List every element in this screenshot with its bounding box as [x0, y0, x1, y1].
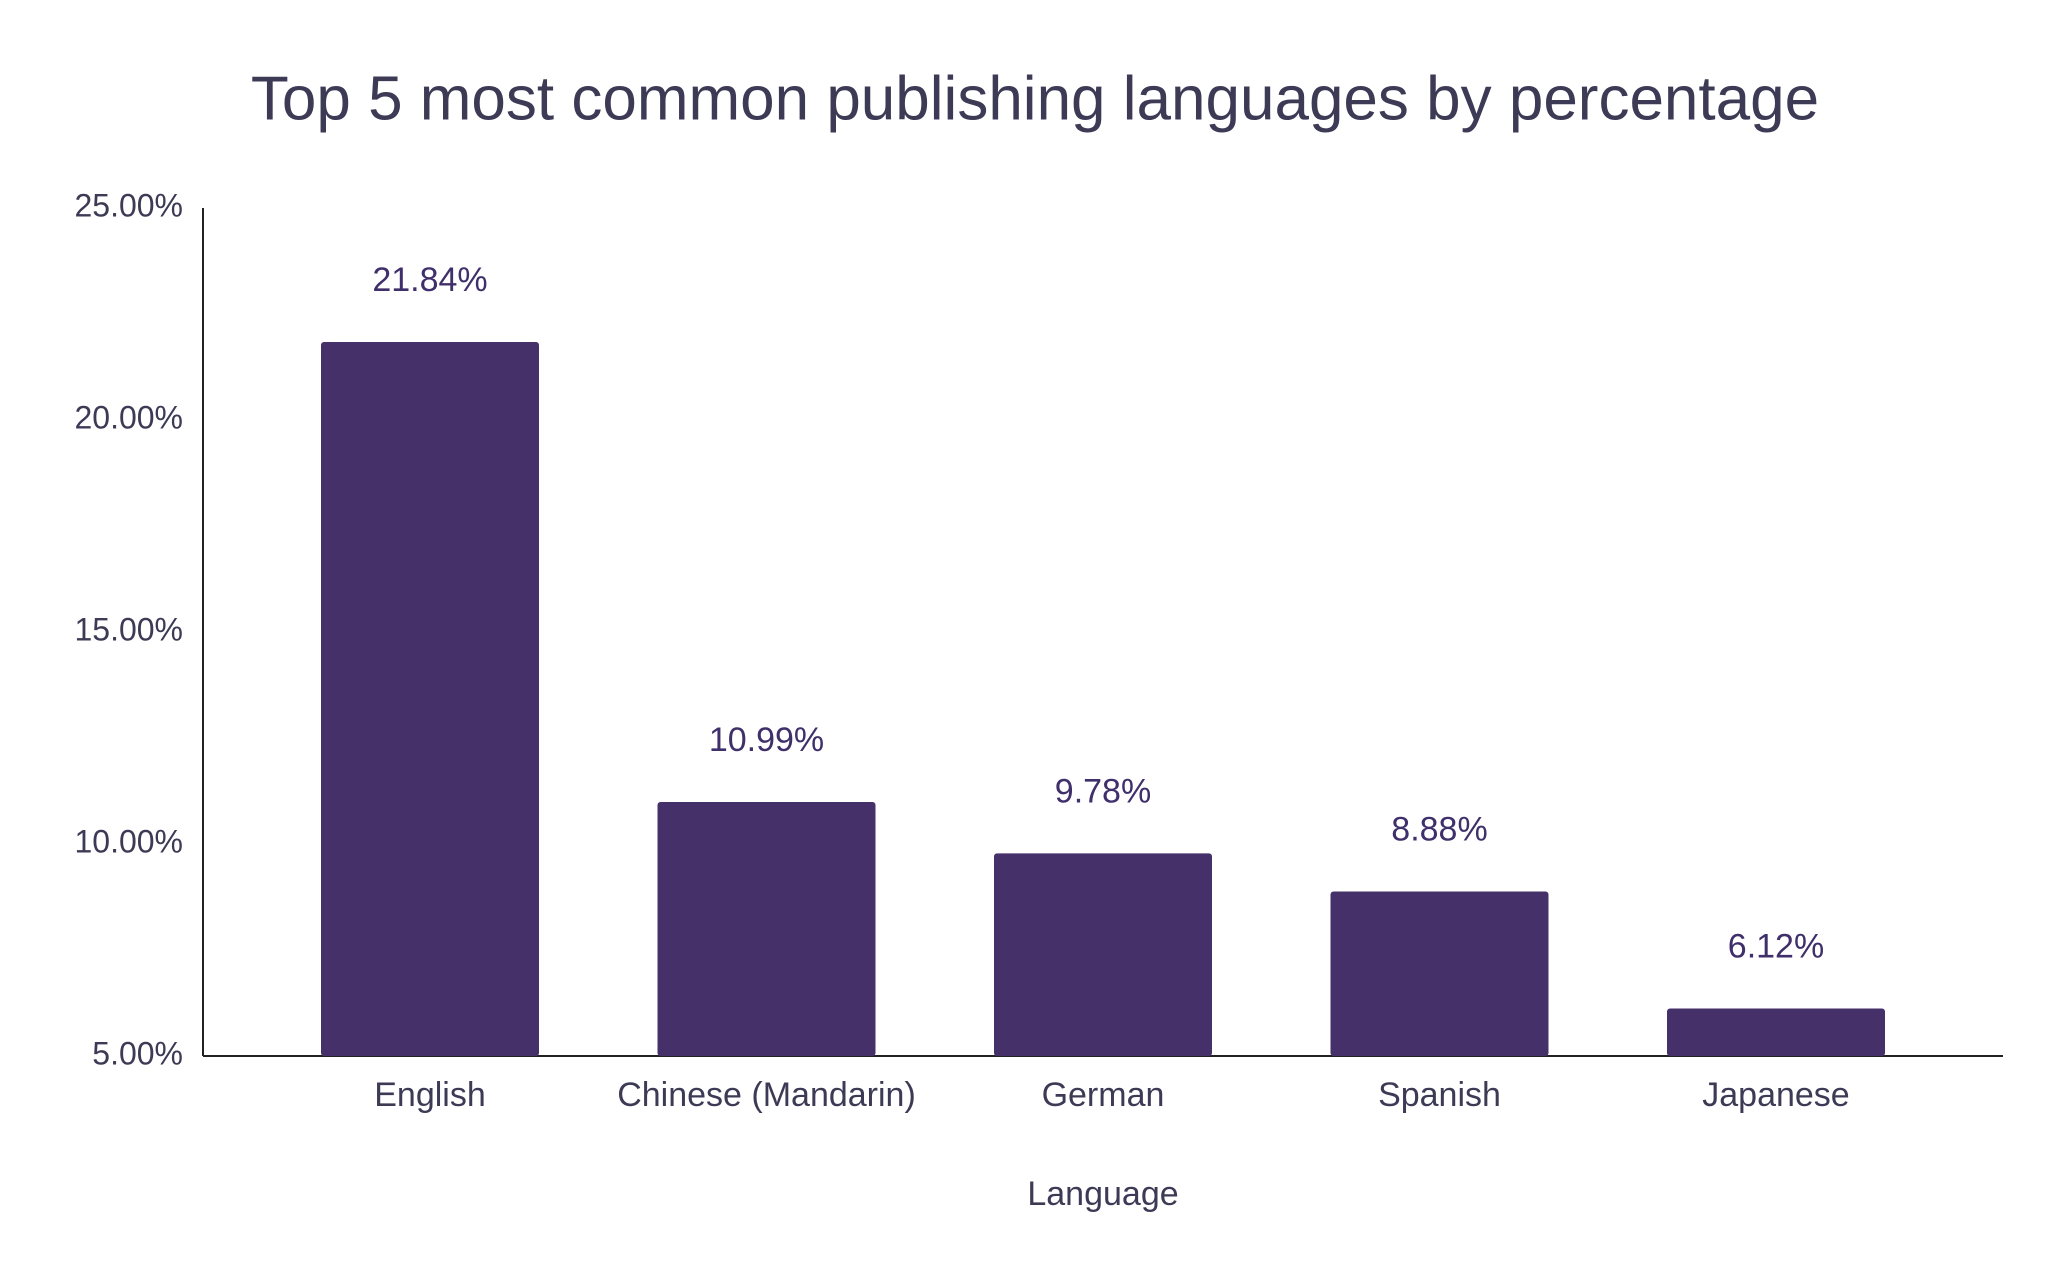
- bar: [1330, 891, 1549, 1056]
- bar: [321, 341, 539, 1056]
- data-label: 9.78%: [1055, 772, 1151, 810]
- data-label: 21.84%: [372, 261, 487, 299]
- data-label: 8.88%: [1391, 810, 1487, 848]
- bar: [657, 802, 876, 1056]
- x-tick-label: Spanish: [1378, 1076, 1501, 1114]
- y-tick-label: 10.00%: [74, 823, 183, 859]
- bar: [994, 853, 1212, 1056]
- x-tick-label: Chinese (Mandarin): [617, 1076, 916, 1114]
- x-tick-label: German: [1042, 1076, 1165, 1114]
- data-label: 10.99%: [709, 721, 824, 759]
- data-label: 6.12%: [1728, 927, 1824, 965]
- x-tick-label: English: [374, 1076, 486, 1114]
- x-axis-title: Language: [1027, 1175, 1178, 1213]
- y-tick-label: 20.00%: [74, 399, 183, 435]
- y-tick-label: 25.00%: [74, 187, 183, 223]
- y-tick-label: 15.00%: [74, 611, 183, 647]
- y-tick-label: 5.00%: [92, 1035, 183, 1071]
- chart-title: Top 5 most common publishing languages b…: [251, 64, 1819, 133]
- x-tick-label: Japanese: [1702, 1076, 1849, 1114]
- bar: [1667, 1008, 1885, 1056]
